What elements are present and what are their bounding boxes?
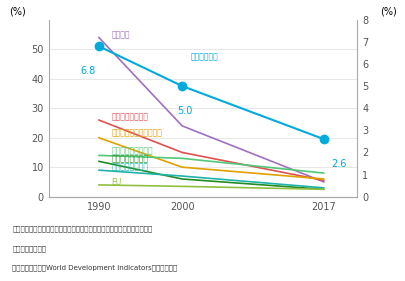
- Text: 備考：加重平均（相手国に対応する製品輸入シェアで加重した実効税率の: 備考：加重平均（相手国に対応する製品輸入シェアで加重した実効税率の: [12, 225, 152, 232]
- Text: 南アジア: 南アジア: [111, 30, 130, 39]
- Text: EU: EU: [111, 178, 121, 187]
- Text: 2.6: 2.6: [330, 158, 345, 169]
- Text: 中東・北アフリカ: 中東・北アフリカ: [111, 112, 148, 122]
- Text: 平均値）。: 平均値）。: [12, 245, 46, 252]
- Y-axis label: (%): (%): [379, 6, 396, 16]
- Y-axis label: (%): (%): [9, 6, 26, 16]
- Text: 世界（右軸）: 世界（右軸）: [190, 53, 218, 62]
- Text: 資料：世界銀行「World Development Indicators」から作成。: 資料：世界銀行「World Development Indicators」から作…: [12, 265, 177, 271]
- Text: 6.8: 6.8: [80, 66, 95, 76]
- Text: 5.0: 5.0: [177, 105, 192, 115]
- Text: サブサハラアフリカ: サブサハラアフリカ: [111, 146, 153, 155]
- Text: 東アジア・大平洋: 東アジア・大平洋: [111, 163, 148, 172]
- Text: 欧州・中央アジア: 欧州・中央アジア: [111, 155, 148, 164]
- Text: ラテンアメリカ・カリブ: ラテンアメリカ・カリブ: [111, 129, 162, 138]
